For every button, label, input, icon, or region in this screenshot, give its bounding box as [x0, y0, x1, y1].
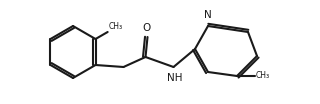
- Text: CH₃: CH₃: [256, 72, 270, 80]
- Text: CH₃: CH₃: [109, 22, 123, 31]
- Text: O: O: [142, 23, 151, 33]
- Text: N: N: [204, 10, 212, 20]
- Text: NH: NH: [167, 73, 182, 83]
